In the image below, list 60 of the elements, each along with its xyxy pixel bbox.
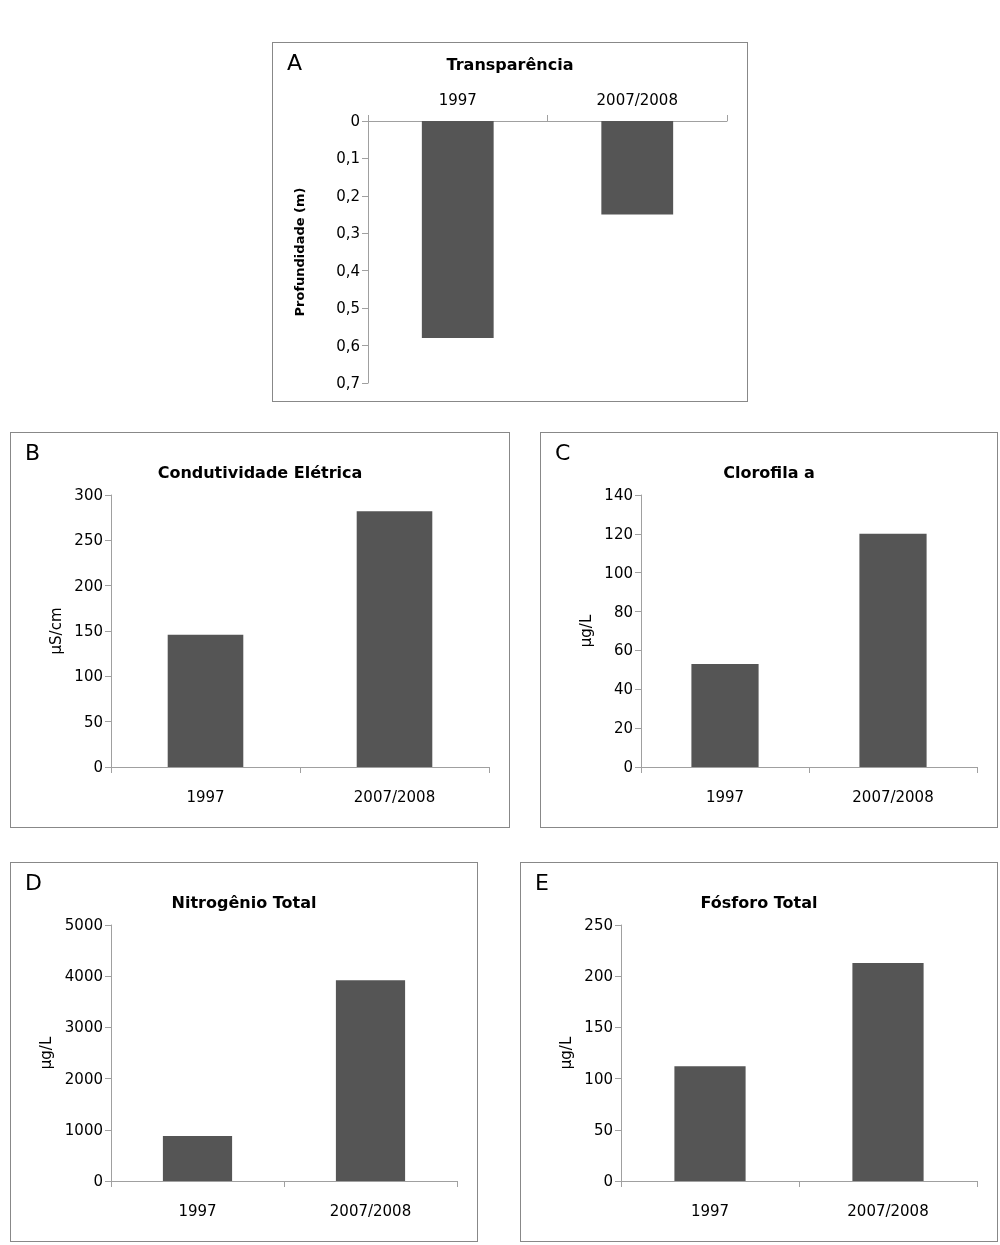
y-axis-title: µS/cm [46, 607, 65, 655]
text: B [25, 439, 41, 465]
y-tick-label: 50 [593, 1120, 613, 1139]
y-tick-label: 80 [613, 602, 633, 621]
chart-title: Nitrogênio Total [171, 892, 317, 912]
y-axis-title: µg/L [37, 1036, 56, 1070]
y-tick-label: 120 [604, 524, 633, 543]
y-tick-label: 40 [613, 680, 633, 699]
x-tick-label: 2007/2008 [596, 90, 678, 109]
x-tick-label: 1997 [705, 787, 745, 806]
text: D [25, 869, 42, 895]
y-tick-label: 250 [74, 531, 103, 550]
y-tick-label: 140 [604, 486, 633, 504]
chart-title: Fósforo Total [700, 892, 818, 912]
y-tick-label: 0,4 [336, 261, 360, 280]
x-tick-label: 2007/2008 [353, 787, 436, 806]
chart-title: Clorofila a [723, 462, 815, 482]
text: C [555, 439, 571, 465]
y-tick-label: 100 [74, 667, 103, 686]
y-tick-label: 250 [584, 916, 613, 934]
y-tick-label: 20 [613, 719, 633, 738]
y-tick-label: 200 [74, 576, 103, 595]
y-tick-label: 3000 [64, 1018, 103, 1037]
y-tick-label: 0,5 [336, 299, 360, 318]
y-tick-label: 0,3 [336, 224, 360, 243]
x-tick-label: 2007/2008 [852, 787, 934, 806]
x-tick-label: 1997 [178, 1201, 217, 1220]
y-tick-label: 0,2 [336, 186, 360, 205]
y-tick-label: 60 [613, 641, 633, 660]
y-tick-label: 0 [93, 1172, 103, 1190]
chart-title: Condutividade Elétrica [157, 462, 363, 482]
y-tick-label: 150 [584, 1018, 613, 1037]
x-tick-label: 1997 [438, 90, 477, 109]
x-tick-label: 1997 [186, 787, 225, 806]
text: E [535, 869, 549, 895]
y-tick-label: 0 [350, 112, 360, 130]
y-tick-label: 0 [603, 1172, 613, 1190]
y-tick-label: 0 [93, 758, 103, 776]
y-axis-title: µg/L [556, 1036, 575, 1070]
y-tick-label: 4000 [64, 967, 103, 986]
y-tick-label: 0,1 [336, 149, 360, 168]
y-tick-label: 0,6 [336, 336, 360, 355]
text: A [287, 49, 303, 75]
y-tick-label: 5000 [64, 916, 103, 934]
y-tick-label: 50 [83, 712, 103, 731]
y-tick-label: 200 [584, 967, 613, 986]
x-tick-label: 2007/2008 [329, 1201, 412, 1220]
y-tick-label: 300 [74, 486, 103, 504]
y-tick-label: 2000 [64, 1069, 103, 1088]
y-tick-label: 0 [623, 758, 633, 776]
chart-title: Transparência [446, 54, 574, 74]
x-tick-label: 2007/2008 [847, 1201, 929, 1220]
y-tick-label: 100 [604, 563, 633, 582]
y-tick-label: 150 [74, 622, 103, 640]
y-axis-title: Profundidade (m) [292, 187, 307, 317]
y-axis-title: µg/L [576, 614, 595, 648]
y-tick-label: 1000 [64, 1120, 103, 1139]
y-tick-label: 0,7 [336, 374, 360, 392]
y-tick-label: 100 [584, 1069, 613, 1088]
x-tick-label: 1997 [690, 1201, 730, 1220]
